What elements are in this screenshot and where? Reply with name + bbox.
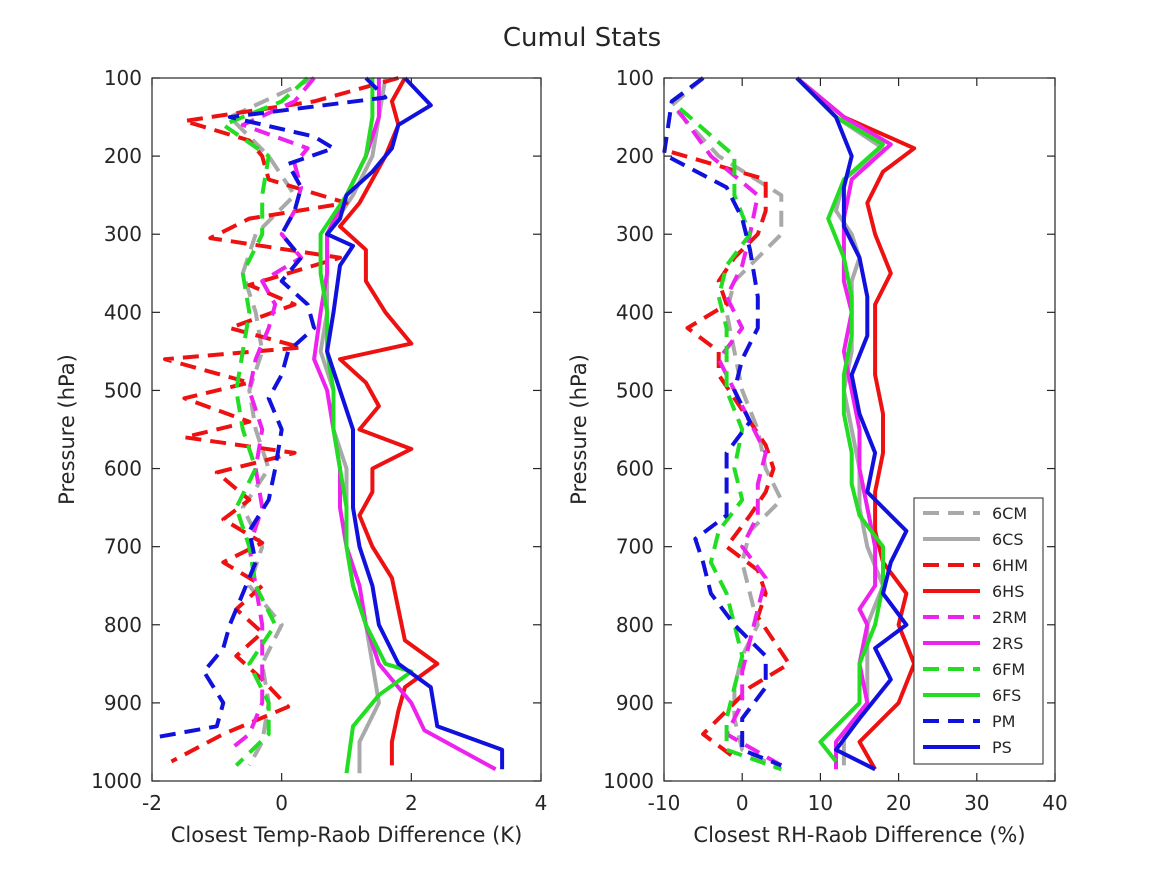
x-tick-label: 20 xyxy=(886,791,911,815)
y-axis-label: Pressure (hPa) xyxy=(567,354,591,505)
series-line-pm xyxy=(662,76,783,768)
axes-box xyxy=(151,77,542,782)
x-tick-label: 2 xyxy=(405,791,418,815)
y-tick-label: 1000 xyxy=(91,769,142,793)
legend-label-6fm: 6FM xyxy=(992,660,1025,679)
legend-label-6fs: 6FS xyxy=(992,686,1021,705)
series-line-6fs xyxy=(795,76,885,763)
legend-label-pm: PM xyxy=(992,712,1015,731)
y-tick-label: 100 xyxy=(616,66,654,90)
y-tick-label: 1000 xyxy=(603,769,654,793)
x-axis-label: Closest RH-Raob Difference (%) xyxy=(693,823,1025,847)
y-tick-label: 200 xyxy=(616,144,654,168)
legend-label-2rs: 2RS xyxy=(992,634,1023,653)
series-line-6fm xyxy=(221,76,309,767)
x-tick-label: -2 xyxy=(142,791,162,815)
y-tick-label: 800 xyxy=(104,613,142,637)
legend-label-ps: PS xyxy=(992,738,1012,757)
series-line-2rs xyxy=(312,78,497,772)
series-line-ps xyxy=(325,76,505,770)
y-tick-label: 600 xyxy=(616,457,654,481)
series-line-6hs xyxy=(795,76,917,771)
x-tick-label: 40 xyxy=(1042,791,1067,815)
series-line-6cm xyxy=(669,76,784,772)
y-tick-label: 400 xyxy=(616,300,654,324)
series-line-2rm xyxy=(669,76,783,768)
y-tick-label: 200 xyxy=(104,144,142,168)
y-tick-label: 100 xyxy=(104,66,142,90)
axes-box xyxy=(663,77,1056,782)
humidity-panel: -10 0 10 20 30 40 100 200 300 400 500 600 700 800 900 1… xyxy=(567,66,1068,847)
series-line-6hm xyxy=(671,150,792,760)
y-tick-label: 700 xyxy=(616,535,654,559)
legend-label-2rm: 2RM xyxy=(992,608,1027,627)
series-line-2rs xyxy=(795,76,893,770)
x-tick-label: -10 xyxy=(648,791,681,815)
x-axis-label: Closest Temp-Raob Difference (K) xyxy=(171,823,523,847)
series-line-6hm xyxy=(163,76,399,764)
x-tick-label: 10 xyxy=(808,791,833,815)
series-line-6fm xyxy=(669,76,782,772)
series-line-pm xyxy=(151,76,388,740)
legend-label-6hs: 6HS xyxy=(992,582,1024,601)
series-line-6fs xyxy=(318,78,414,774)
chart-title: Cumul Stats xyxy=(503,23,661,53)
y-tick-label: 600 xyxy=(104,457,142,481)
series-line-6cs xyxy=(795,76,885,766)
y-tick-label: 300 xyxy=(616,222,654,246)
y-axis-label: Pressure (hPa) xyxy=(55,354,79,505)
y-tick-label: 900 xyxy=(104,691,142,715)
x-tick-label: 30 xyxy=(964,791,989,815)
x-tick-label: 0 xyxy=(275,791,288,815)
series-line-6cm xyxy=(227,76,315,767)
series-line-ps xyxy=(795,76,909,772)
y-tick-label: 400 xyxy=(104,300,142,324)
y-tick-label: 300 xyxy=(104,222,142,246)
series-line-6hs xyxy=(338,77,440,766)
legend-label-6cs: 6CS xyxy=(992,530,1024,549)
y-tick-label: 900 xyxy=(616,691,654,715)
x-tick-label: 0 xyxy=(736,791,749,815)
x-tick-label: 4 xyxy=(535,791,548,815)
legend: 6CM 6CS 6HM 6HS 2RM 2RS 6FM 6FS PM PS xyxy=(913,497,1044,765)
legend-label-6cm: 6CM xyxy=(992,504,1027,523)
y-tick-label: 700 xyxy=(104,535,142,559)
y-tick-label: 800 xyxy=(616,613,654,637)
legend-label-6hm: 6HM xyxy=(992,556,1028,575)
temperature-panel: -2 0 2 4 100 200 300 400 500 600 700 800 900 1000 Clos… xyxy=(55,66,547,847)
y-tick-label: 500 xyxy=(104,378,142,402)
y-tick-label: 500 xyxy=(616,378,654,402)
